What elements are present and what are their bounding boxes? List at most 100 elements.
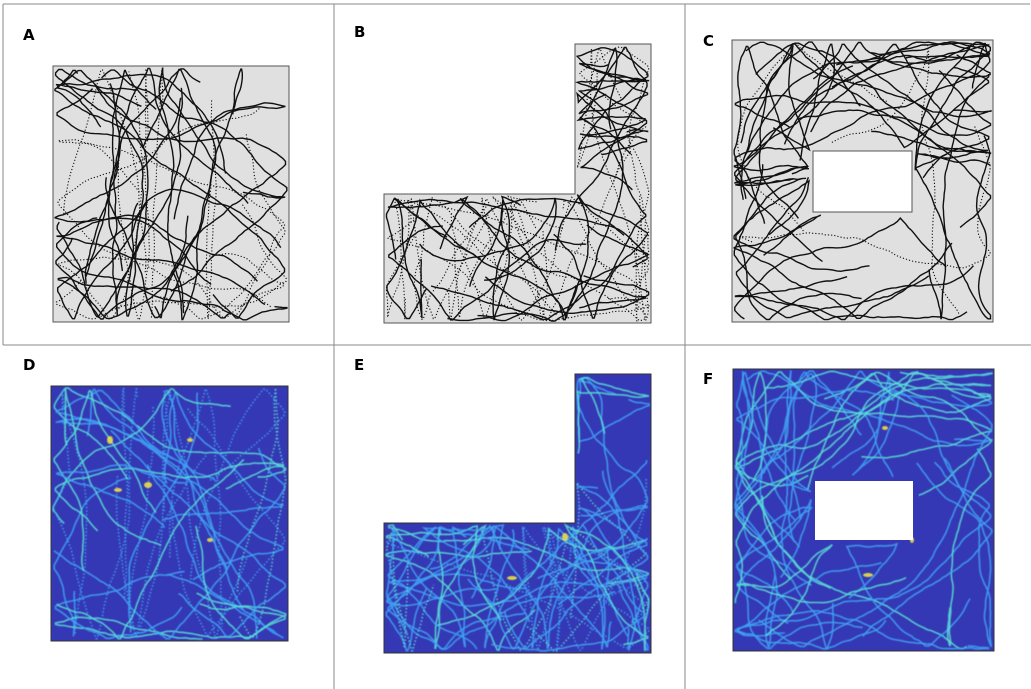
trajectory-path bbox=[54, 97, 212, 286]
trajectory-path bbox=[831, 44, 960, 316]
hole-f bbox=[815, 481, 913, 540]
trajectory-path bbox=[484, 275, 650, 314]
trajectory-path bbox=[735, 65, 854, 263]
trajectory-path bbox=[107, 69, 157, 272]
trajectory-path bbox=[392, 197, 642, 320]
heat-trace bbox=[53, 477, 132, 637]
trajectory-path bbox=[101, 69, 288, 292]
heat-hotspot bbox=[114, 488, 122, 492]
trajectory-path bbox=[863, 42, 990, 64]
panel-grid bbox=[2, 3, 1031, 689]
trajectory-path bbox=[56, 69, 149, 318]
heat-trace bbox=[54, 570, 185, 640]
heat-trace bbox=[563, 523, 650, 651]
heat-hotspot bbox=[107, 436, 113, 444]
heat-trace bbox=[806, 371, 992, 496]
panel-d bbox=[50, 385, 289, 642]
panel-e bbox=[383, 373, 652, 654]
heat-trace bbox=[503, 485, 649, 649]
heat-trace bbox=[862, 388, 993, 637]
heat-trace bbox=[429, 504, 648, 649]
heat-trace bbox=[946, 448, 992, 647]
heat-trace bbox=[531, 527, 629, 649]
heat-traces-f bbox=[734, 370, 993, 650]
heat-hotspot bbox=[187, 438, 193, 442]
trajectory-path bbox=[576, 48, 648, 156]
heat-trace bbox=[386, 525, 467, 648]
panel-label-a: A bbox=[23, 26, 35, 44]
heat-trace bbox=[56, 463, 188, 529]
heat-trace bbox=[759, 370, 862, 548]
heat-trace bbox=[195, 525, 286, 640]
heat-trace bbox=[385, 525, 612, 652]
heat-trace bbox=[736, 544, 907, 637]
trajectory-path bbox=[57, 188, 282, 320]
heat-trace bbox=[236, 387, 287, 638]
trajectory-path bbox=[733, 179, 870, 273]
trajectory-path bbox=[735, 177, 930, 319]
trajectory-path bbox=[733, 43, 836, 172]
trajectory-path bbox=[914, 135, 992, 320]
trajectory-path bbox=[740, 41, 991, 200]
heat-traces-e bbox=[385, 376, 650, 652]
trajectory-path bbox=[430, 116, 647, 321]
trajectory-path bbox=[737, 43, 889, 232]
trajectory-path bbox=[740, 44, 811, 152]
trajectory-path bbox=[205, 100, 217, 319]
heat-trace bbox=[171, 407, 286, 636]
trajectory-path bbox=[54, 69, 286, 319]
trajectory-path bbox=[734, 42, 991, 224]
trajectory-path bbox=[450, 198, 535, 320]
trajectory-path bbox=[554, 46, 648, 251]
trajectories-b bbox=[385, 46, 650, 322]
heat-hotspot bbox=[144, 482, 152, 488]
heat-trace bbox=[737, 562, 887, 650]
trajectory-path bbox=[388, 225, 587, 321]
trajectories-c bbox=[733, 41, 992, 321]
trajectory-path bbox=[468, 197, 648, 319]
heat-trace bbox=[110, 429, 286, 638]
heat-trace bbox=[54, 602, 287, 640]
heat-trace bbox=[189, 388, 286, 584]
trajectory-path bbox=[737, 126, 991, 269]
panel-label-f: F bbox=[703, 370, 713, 388]
heat-hotspot bbox=[882, 426, 888, 430]
trajectory-path bbox=[85, 68, 201, 277]
heat-hotspot bbox=[507, 576, 517, 580]
trajectory-path bbox=[55, 227, 202, 320]
heat-trace bbox=[53, 447, 286, 640]
heat-trace bbox=[735, 370, 792, 648]
trajectory-path bbox=[745, 41, 992, 118]
trajectory-path bbox=[419, 197, 557, 281]
heat-trace bbox=[781, 373, 835, 650]
trajectory-path bbox=[448, 153, 630, 321]
trajectory-path bbox=[810, 42, 990, 133]
trajectory-path bbox=[744, 43, 990, 156]
heat-trace bbox=[543, 526, 647, 652]
trajectory-path bbox=[481, 196, 649, 321]
heat-trace bbox=[129, 406, 208, 637]
trajectory-path bbox=[155, 134, 286, 320]
trajectory-path bbox=[94, 83, 287, 319]
heat-trace bbox=[161, 391, 248, 639]
trajectory-path bbox=[57, 253, 285, 320]
trajectory-path bbox=[56, 217, 288, 321]
panel-label-b: B bbox=[354, 23, 365, 41]
trajectory-path bbox=[131, 68, 149, 257]
trajectory-path bbox=[798, 69, 992, 137]
trajectory-path bbox=[928, 74, 990, 320]
heat-trace bbox=[765, 370, 992, 414]
hole-c bbox=[812, 150, 913, 213]
trajectory-path bbox=[84, 67, 249, 284]
heat-trace bbox=[53, 387, 287, 480]
trajectory-path bbox=[734, 265, 975, 321]
heat-trace bbox=[734, 371, 796, 547]
heat-trace bbox=[388, 524, 649, 585]
heat-traces-d bbox=[52, 387, 287, 640]
panel-label-c: C bbox=[703, 32, 714, 50]
heat-trace bbox=[576, 376, 649, 454]
heat-trace bbox=[761, 495, 967, 650]
trajectory-path bbox=[575, 47, 649, 150]
heat-trace bbox=[758, 394, 993, 648]
heat-trace bbox=[115, 388, 168, 637]
